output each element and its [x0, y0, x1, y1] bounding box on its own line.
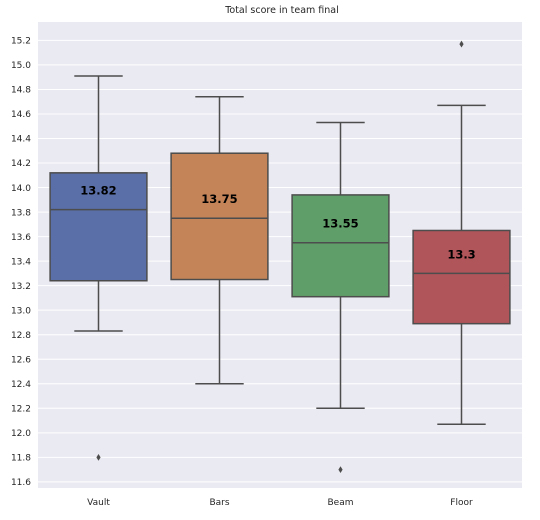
- x-axis: Vault Bars Beam Floor: [87, 498, 473, 508]
- y-tick-label: 14.4: [11, 135, 31, 145]
- y-tick-label: 13.6: [11, 233, 31, 243]
- iqr-box: [412, 229, 511, 325]
- outlier-point: [459, 40, 464, 48]
- iqr-box: [170, 152, 269, 281]
- median-value-label: 13.82: [80, 184, 116, 198]
- y-tick-label: 12.6: [11, 355, 31, 365]
- iqr-box: [49, 172, 148, 282]
- outlier-point: [96, 453, 101, 461]
- chart-title: Total score in team final: [224, 5, 339, 16]
- box-floor: 13.3: [412, 40, 511, 425]
- x-tick-label: Vault: [87, 498, 110, 508]
- y-axis: 11.6 11.8 12.0 12.2 12.4 12.6 12.8 13.0 13.2 13.4…: [11, 37, 31, 488]
- x-tick-label: Beam: [328, 498, 354, 508]
- y-tick-label: 15.0: [11, 61, 31, 71]
- y-tick-label: 14.8: [11, 86, 31, 96]
- box-bars: 13.75: [170, 96, 269, 385]
- x-tick-label: Bars: [209, 498, 229, 508]
- y-tick-label: 13.2: [11, 282, 31, 292]
- y-tick-label: 13.0: [11, 306, 31, 316]
- y-tick-label: 11.6: [11, 478, 31, 488]
- box-vault: 13.82: [49, 75, 148, 461]
- median-value-label: 13.75: [201, 192, 237, 206]
- y-tick-label: 12.4: [11, 380, 31, 390]
- y-tick-label: 12.8: [11, 331, 31, 341]
- x-tick-label: Floor: [450, 498, 473, 508]
- y-tick-label: 11.8: [11, 454, 31, 464]
- iqr-box: [291, 194, 390, 298]
- y-tick-label: 14.2: [11, 159, 31, 169]
- y-tick-label: 13.4: [11, 257, 31, 267]
- y-tick-label: 12.0: [11, 429, 31, 439]
- y-tick-label: 13.8: [11, 208, 31, 218]
- boxes: 13.82 13.75 13.55 13.3: [49, 40, 511, 474]
- y-tick-label: 15.2: [11, 37, 31, 47]
- y-tick-label: 12.2: [11, 404, 31, 414]
- median-value-label: 13.3: [447, 247, 475, 261]
- median-value-label: 13.55: [322, 217, 358, 231]
- outlier-point: [338, 466, 343, 474]
- y-tick-label: 14.6: [11, 110, 31, 120]
- box-beam: 13.55: [291, 121, 390, 474]
- y-tick-label: 14.0: [11, 184, 31, 194]
